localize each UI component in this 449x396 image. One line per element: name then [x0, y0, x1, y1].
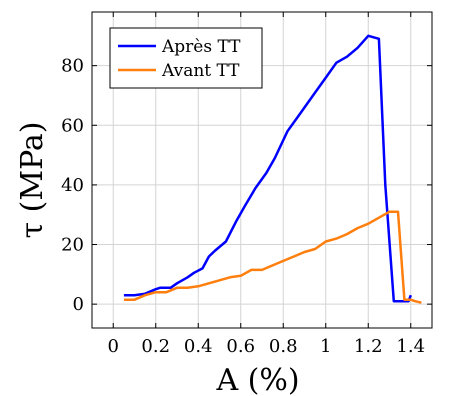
ticks — [92, 12, 432, 328]
x-tick-label: 1 — [320, 336, 331, 357]
plot-frame — [91, 11, 433, 329]
y-tick-label: 80 — [61, 56, 84, 77]
x-tick-label: 0.4 — [184, 336, 213, 357]
y-tick-label: 60 — [61, 115, 84, 136]
tick-labels: 0 0.2 0.4 0.6 0.8 1 1.2 1.4 0 20 40 60 80 — [61, 56, 425, 357]
y-axis-title: τ (MPa) — [15, 122, 50, 239]
series-line-apr-s-tt — [123, 34, 412, 303]
series-line-avant-tt — [123, 210, 422, 304]
x-tick-label: 1.4 — [396, 336, 425, 357]
x-tick-label: 0 — [108, 336, 119, 357]
legend-label: Avant TT — [161, 61, 240, 81]
x-tick-label: 0.8 — [269, 336, 298, 357]
legend: Après TT Avant TT — [109, 27, 263, 89]
legend-box — [109, 27, 263, 89]
x-tick-label: 1.2 — [354, 336, 383, 357]
x-tick-label: 0.2 — [141, 336, 170, 357]
x-tick-label: 0.6 — [226, 336, 255, 357]
y-tick-label: 20 — [61, 235, 84, 256]
y-tick-label: 40 — [61, 175, 84, 196]
y-tick-label: 0 — [73, 294, 84, 315]
series-layer — [123, 34, 422, 304]
legend-label: Après TT — [161, 37, 241, 57]
x-axis-title: A (%) — [215, 363, 299, 396]
